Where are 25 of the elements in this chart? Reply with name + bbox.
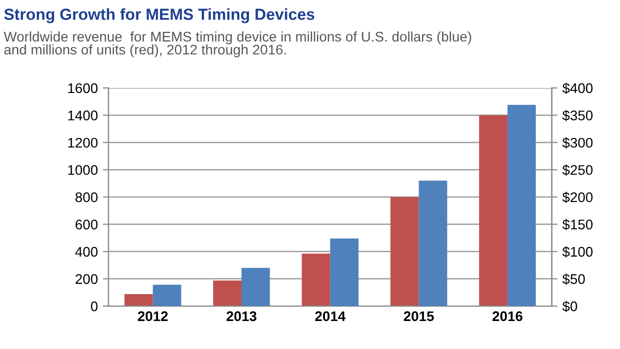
y-tick-label: 800 xyxy=(76,192,98,202)
y2-tick-label: $150 xyxy=(562,219,593,230)
x-tick-label: 2013 xyxy=(226,311,256,322)
y-tick-label: 1200 xyxy=(68,138,98,148)
chart-subtitle: Worldwide revenue for MEMS timing device in millions of U.S. dollars (blue) and millions of units (red), 2012 through 2016. xyxy=(4,31,472,58)
y-tick-label: 600 xyxy=(76,220,98,230)
y2-tick-label: $350 xyxy=(562,110,593,122)
y-tick-label: 400 xyxy=(75,246,98,257)
y2-tick-label: $100 xyxy=(562,246,593,258)
y-tick-label: 1400 xyxy=(68,110,98,120)
chart-title: Strong Growth for MEMS Timing Devices xyxy=(4,8,314,24)
y-tick-label: 0 xyxy=(90,301,98,312)
x-tick-label: 2015 xyxy=(404,311,434,322)
y2-tick-label: $250 xyxy=(562,164,593,176)
x-tick-label: 2014 xyxy=(315,311,346,322)
y-tick-label: 1000 xyxy=(68,165,98,175)
y2-tick-label: $0 xyxy=(562,300,578,312)
x-tick-label: 2012 xyxy=(138,311,168,322)
y-tick-label: 200 xyxy=(76,274,98,284)
y2-tick-label: $400 xyxy=(562,82,593,94)
y2-tick-label: $300 xyxy=(562,137,593,148)
x-tick-label: 2016 xyxy=(492,311,522,322)
y-tick-label: 1600 xyxy=(68,83,98,94)
y2-tick-label: $200 xyxy=(562,192,593,204)
y2-tick-label: $50 xyxy=(562,274,585,285)
